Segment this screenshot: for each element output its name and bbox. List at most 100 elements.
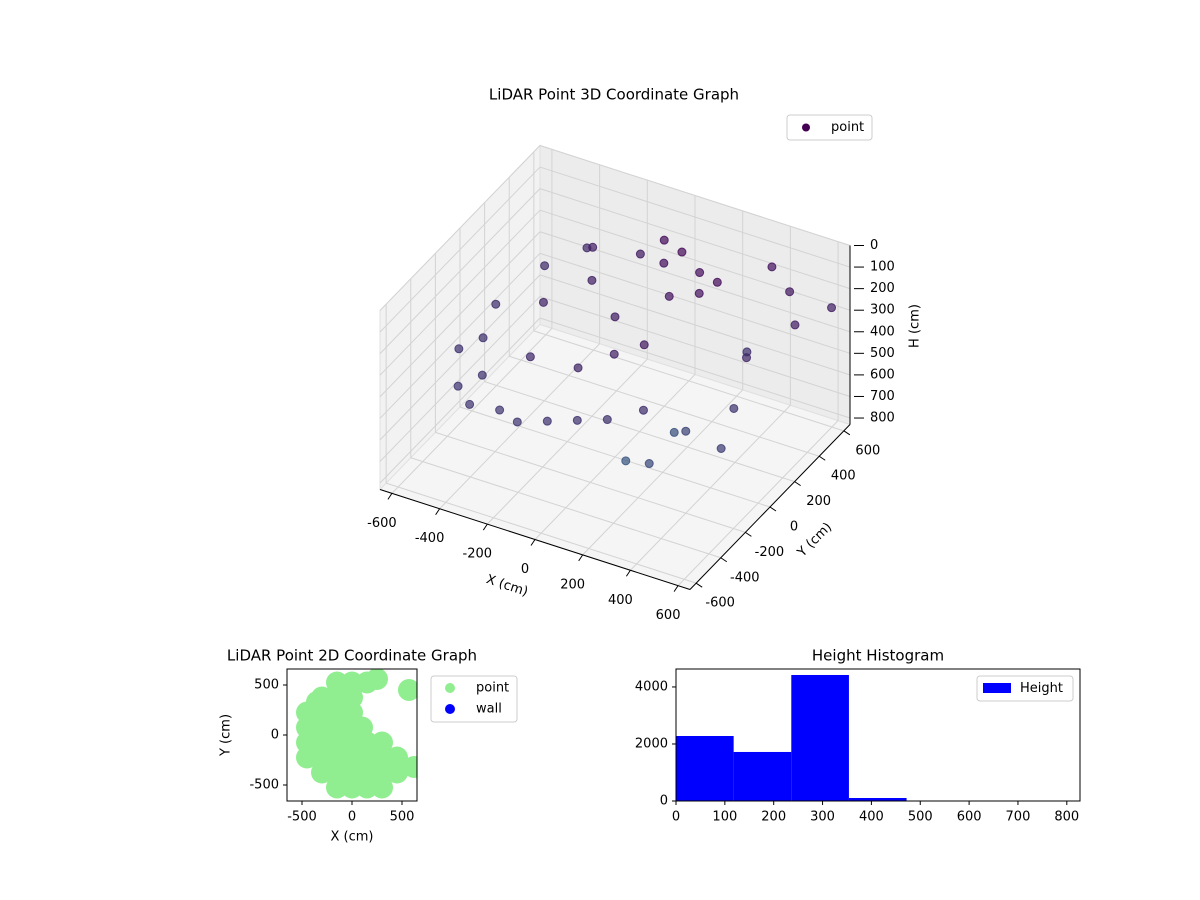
point — [306, 691, 328, 713]
grid-line — [539, 209, 851, 311]
point — [712, 277, 722, 287]
point — [659, 235, 669, 245]
x-tick-label: 500 — [390, 810, 415, 825]
bar — [733, 751, 792, 801]
grid-line — [410, 457, 721, 559]
z-tick-label: 700 — [870, 389, 895, 404]
grid-line — [386, 482, 697, 584]
x-tick-label: 0 — [348, 810, 356, 825]
x-tick-label: 400 — [608, 593, 633, 608]
point — [371, 776, 393, 799]
grid-line — [379, 296, 541, 462]
y-axis — [689, 424, 851, 590]
point — [587, 275, 597, 285]
x-tick-label: 600 — [656, 608, 681, 623]
point — [540, 261, 550, 271]
x-tick-label: -400 — [415, 531, 445, 546]
z-tick-label: 800 — [870, 411, 895, 426]
y-tick — [695, 582, 703, 588]
x-tick — [673, 585, 679, 592]
point — [610, 312, 620, 322]
z-tick-label: 500 — [870, 346, 895, 361]
point — [542, 416, 552, 426]
y-tick-label: 200 — [806, 494, 831, 509]
point — [790, 320, 800, 330]
y-tick — [769, 506, 777, 512]
plot-area — [296, 669, 417, 799]
grid-line — [539, 295, 851, 397]
point — [742, 347, 752, 357]
bar — [848, 798, 907, 801]
x-tick-label: 200 — [560, 577, 585, 592]
y-tick — [745, 531, 752, 537]
point — [453, 381, 463, 391]
legend-label: point — [831, 120, 864, 135]
x-tick-label: 400 — [859, 810, 884, 825]
point — [573, 363, 583, 373]
point — [716, 443, 726, 453]
y-tick-label: 4000 — [635, 679, 668, 694]
point — [694, 288, 704, 298]
x-tick-label: 100 — [712, 810, 737, 825]
grid-line — [539, 188, 851, 290]
x-tick — [435, 508, 441, 516]
point — [512, 417, 522, 427]
legend-marker — [445, 683, 455, 693]
y-tick-label: 0 — [660, 794, 668, 809]
point — [609, 349, 619, 359]
x-tick-label: 500 — [908, 810, 933, 825]
point — [664, 291, 674, 301]
legend-box — [786, 114, 873, 141]
x-tick — [530, 539, 536, 546]
grid-line — [539, 317, 851, 419]
point — [644, 459, 654, 469]
grid-line — [509, 355, 820, 457]
point — [572, 415, 582, 425]
point — [491, 299, 501, 309]
legend-label: wall — [476, 702, 502, 717]
point — [525, 352, 535, 362]
legend-box — [976, 675, 1074, 702]
legend-marker — [983, 683, 1011, 693]
point — [827, 303, 837, 313]
point — [785, 287, 795, 297]
point — [639, 340, 649, 350]
bar — [676, 735, 734, 801]
x-tick-label: 0 — [672, 810, 680, 825]
y-tick-label: 0 — [271, 728, 279, 743]
point — [588, 242, 598, 252]
y-tick-label: -600 — [705, 596, 735, 611]
x-tick — [625, 569, 631, 577]
point — [602, 415, 612, 425]
y-tick-label: -500 — [249, 778, 279, 793]
axes-frame — [675, 668, 1081, 802]
z-tick-label: 400 — [870, 324, 895, 339]
y-tick-label: 400 — [831, 469, 856, 484]
x-tick-label: 200 — [761, 810, 786, 825]
point — [659, 258, 669, 268]
point — [681, 426, 691, 436]
point — [403, 756, 417, 778]
grid-line — [533, 330, 844, 432]
point — [729, 403, 739, 413]
grid-line — [379, 274, 541, 441]
x-tick — [482, 523, 488, 531]
point — [465, 399, 475, 409]
grid-line — [539, 166, 851, 268]
y-tick-label: -200 — [755, 545, 785, 560]
point — [621, 456, 631, 466]
legend-marker — [802, 123, 810, 132]
y-tick — [794, 481, 801, 487]
point — [635, 249, 645, 259]
grid-line — [379, 209, 541, 376]
y-tick — [843, 430, 851, 436]
bar — [791, 674, 849, 801]
grid-line — [379, 252, 541, 419]
z-axis-label: H (cm) — [908, 304, 923, 348]
y-tick — [720, 557, 728, 563]
z-tick-label: 600 — [870, 367, 895, 382]
point — [538, 297, 548, 307]
point — [695, 268, 705, 278]
y-axis-label: Y (cm) — [219, 714, 234, 757]
grid-line — [379, 145, 541, 311]
